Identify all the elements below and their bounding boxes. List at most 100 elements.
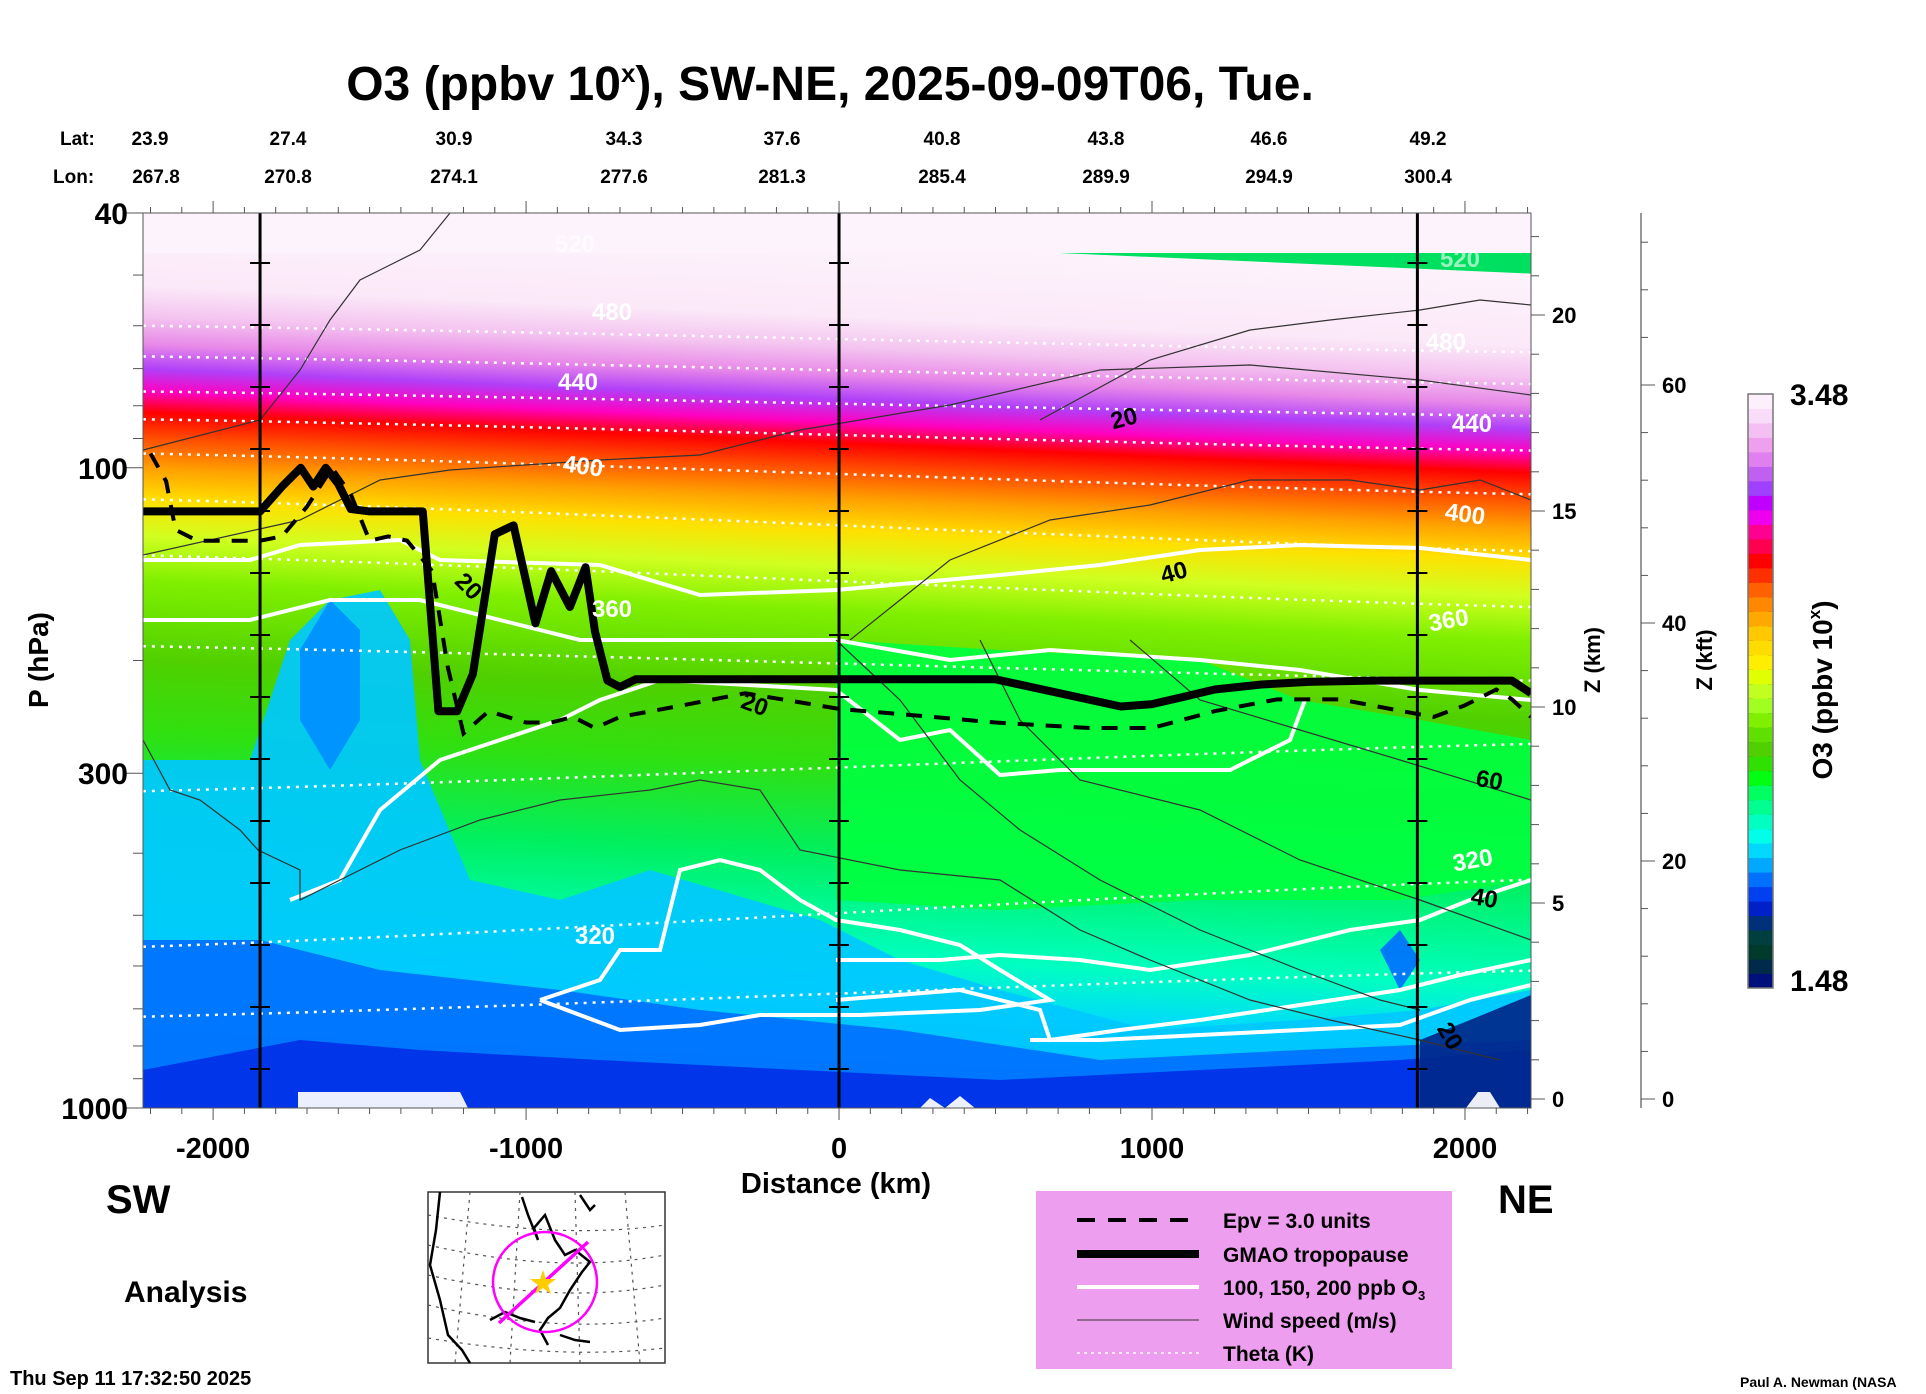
colorbar-segment [1748,915,1773,931]
x-tick-label: -2000 [176,1133,250,1165]
wind-speed-contour [849,479,1531,641]
timestamp: Thu Sep 11 17:32:50 2025 [10,1368,251,1390]
colorbar-segment [1748,828,1773,844]
boundary-layer-darkblue [143,1040,1531,1108]
lon-label: Lon: [53,167,94,188]
colorbar-segment [1748,582,1773,598]
x-tick-label: 2000 [1433,1133,1498,1165]
lon-value: 277.6 [600,167,648,188]
colorbar-segment [1748,857,1773,873]
lon-value: 300.4 [1404,167,1452,188]
x-axis-label: Distance (km) [741,1168,931,1200]
theta-label: 480 [592,299,632,326]
lon-value: 274.1 [430,167,478,188]
wind-speed-contour [979,639,1531,941]
lower-troposphere-cyan [143,590,1531,1108]
theta-line [143,554,1531,609]
colorbar-frame [1747,393,1774,989]
z-km-tick-label: 5 [1552,891,1564,916]
colorbar-segment [1748,973,1773,989]
theta-label: 520 [1440,246,1480,273]
lat-value: 34.3 [606,129,643,150]
tropopause-line [143,463,1531,716]
colorbar-segment [1748,466,1773,482]
colorbar-segment [1748,756,1773,772]
z-km-tick-label: 20 [1552,303,1576,328]
theta-label: 320 [575,923,615,950]
colorbar-segment [1748,654,1773,670]
sw-label: SW [106,1178,171,1222]
o3-contour-line [289,677,1307,902]
lon-value: 289.9 [1082,167,1130,188]
theta-label: 440 [558,369,598,396]
analysis-label: Analysis [124,1276,247,1309]
colorbar-segment [1748,538,1773,554]
colorbar-segment [1748,799,1773,815]
colorbar-segment [1748,741,1773,757]
colorbar-segment [1748,669,1773,685]
lat-value: 23.9 [132,129,169,150]
theta-line [143,452,1531,496]
colorbar-segment [1748,770,1773,786]
wind-label: 40 [1469,883,1500,914]
lat-value: 30.9 [436,129,473,150]
theta-line [143,355,1531,386]
colorbar [1747,393,1774,989]
map-coastlines [428,1191,596,1364]
terrain-white-3 [920,1096,975,1108]
lon-value: 294.9 [1245,167,1293,188]
colorbar-segment [1748,944,1773,960]
o3-contour-line [1030,983,1531,1042]
lat-value: 37.6 [764,129,801,150]
lat-label: Lat: [60,129,95,150]
colorbar-segment [1748,596,1773,612]
colorbar-label-main: O3 (ppbv 10 [1807,619,1838,779]
lat-value: 40.8 [924,129,961,150]
map-graticule [427,1191,666,1364]
colorbar-label: O3 (ppbv 10x) [1805,600,1838,779]
wind-speed-contour [1039,299,1531,421]
theta-line [143,742,1531,793]
colorbar-segment [1748,959,1773,975]
colorbar-segment [1748,451,1773,467]
sw-low-ozone-pocket [300,600,360,770]
wind-speed-contour [143,364,1531,556]
colorbar-segment [1748,930,1773,946]
colorbar-segment [1748,712,1773,728]
colorbar-segment [1748,495,1773,511]
colorbar-max-label: 3.48 [1790,379,1848,412]
lat-value: 43.8 [1088,129,1125,150]
theta-label: 480 [1426,329,1466,356]
z-kft-tick-label: 40 [1662,611,1686,636]
legend-label-theta: Theta (K) [1223,1343,1314,1366]
colorbar-segment [1748,886,1773,902]
z-km-tick-label: 10 [1552,695,1576,720]
legend-label-o3: 100, 150, 200 ppb O3 [1223,1277,1425,1303]
colorbar-segment [1748,698,1773,714]
legend-background [1036,1191,1452,1369]
legend-label-wind: Wind speed (m/s) [1223,1310,1397,1333]
colorbar-segment [1748,611,1773,627]
lat-value: 46.6 [1251,129,1288,150]
colorbar-label-end: ) [1807,600,1838,609]
map-range-circle [491,1230,599,1334]
theta-label: 440 [1452,411,1492,438]
o3-contour-line [539,857,1056,1033]
x-tick-label: -1000 [489,1133,563,1165]
ne-surface-navy [1420,995,1531,1108]
lat-value: 27.4 [270,129,307,150]
star-icon [530,1270,556,1294]
colorbar-segment [1748,480,1773,496]
lon-value: 267.8 [132,167,180,188]
colorbar-segment [1748,437,1773,453]
lon-value: 285.4 [918,167,966,188]
colorbar-segment [1748,567,1773,583]
theta-line [143,969,1531,1018]
colorbar-segment [1748,683,1773,699]
colorbar-segment [1748,843,1773,859]
legend: Epv = 3.0 units GMAO tropopause 100, 150… [1036,1191,1452,1369]
chart-title-rest: ), SW-NE, 2025-09-09T06, Tue. [635,58,1313,111]
ne-label: NE [1498,1178,1554,1222]
y-axis-label: P (hPa) [23,612,54,708]
